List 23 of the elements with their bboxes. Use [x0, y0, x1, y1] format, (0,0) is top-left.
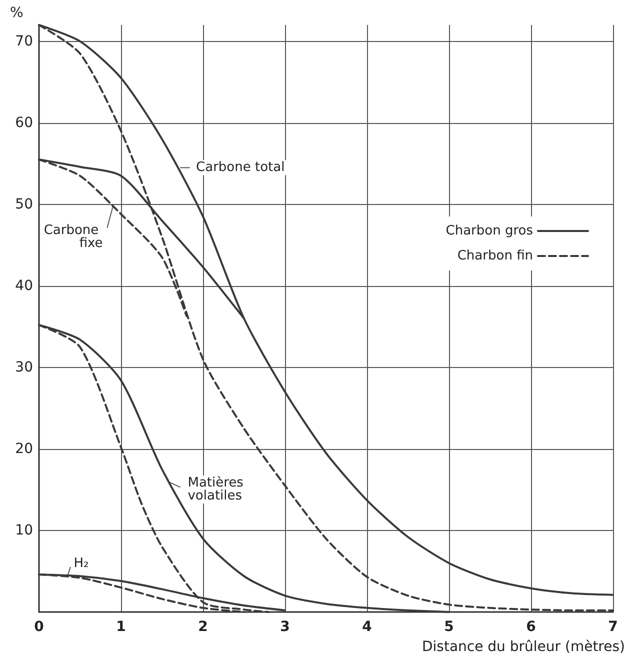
y-tick-label: 60 — [15, 114, 33, 131]
x-tick-label: 6 — [526, 619, 536, 635]
annotation: Carbone fixe — [44, 222, 103, 251]
x-tick-label: 3 — [280, 619, 290, 635]
annotation: H₂ — [74, 556, 89, 571]
y-tick-label: 10 — [15, 522, 33, 538]
annotation: Carbone total — [196, 160, 285, 176]
x-tick-label: 1 — [116, 619, 126, 635]
x-tick-label: 4 — [362, 619, 372, 635]
y-axis-title: % — [10, 5, 24, 21]
annotation: Matières volatiles — [188, 476, 248, 504]
x-tick-label: 5 — [444, 619, 454, 635]
y-tick-label: 70 — [15, 33, 33, 50]
x-axis-title: Distance du brûleur (mètres) — [422, 639, 626, 655]
x-tick-label: 2 — [198, 619, 208, 635]
y-tick-label: 50 — [15, 196, 33, 212]
y-tick-label: 20 — [15, 440, 33, 457]
y-tick-label: 40 — [15, 278, 33, 294]
legend-label: Charbon gros — [446, 223, 534, 238]
y-tick-label: 30 — [15, 359, 33, 376]
legend-label: Charbon fin — [457, 248, 533, 264]
x-tick-label: 7 — [608, 619, 618, 635]
x-tick-label: 0 — [34, 619, 44, 635]
